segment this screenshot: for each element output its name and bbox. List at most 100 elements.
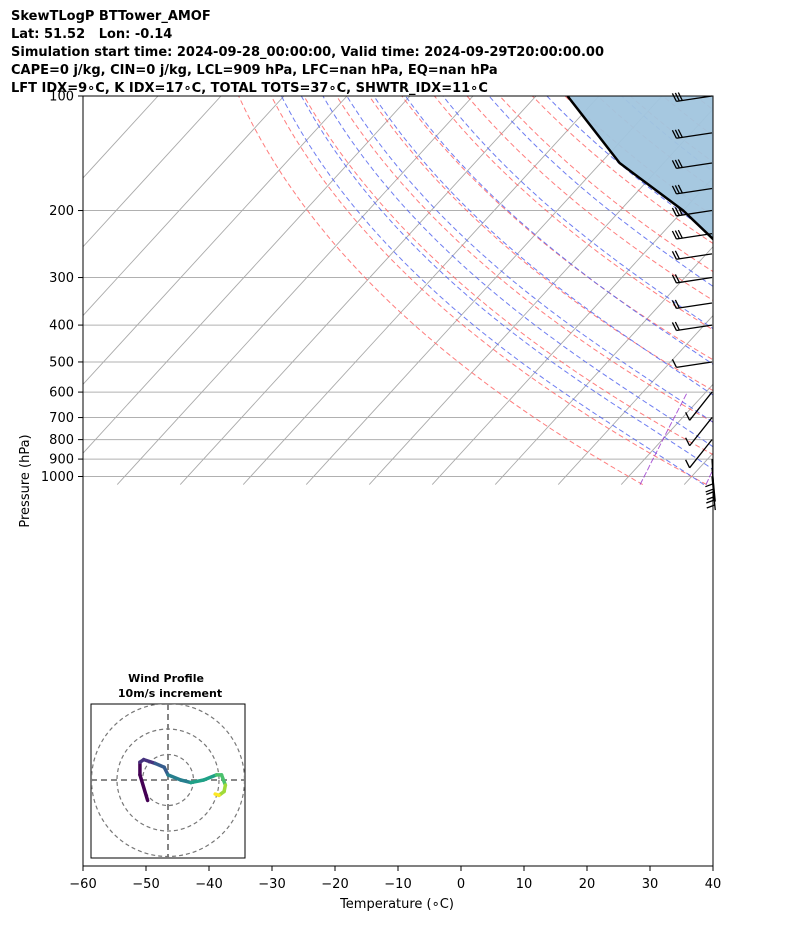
barb-feather: [677, 184, 683, 194]
dry-adiabat-0: [336, 96, 713, 423]
barb-feather: [674, 250, 680, 260]
y-tick-label: 1000: [41, 470, 74, 485]
isotherm--60: [431, 177, 713, 485]
hodograph-segment: [142, 757, 157, 766]
barb-feather: [674, 299, 680, 309]
barb-feather: [671, 185, 677, 195]
barb-feather: [674, 159, 680, 169]
isotherm--120: [83, 96, 411, 454]
x-tick-label: −50: [132, 877, 159, 892]
hodograph-segment: [179, 778, 193, 785]
hodograph-inset: Wind Profile 10m/s increment: [90, 672, 246, 859]
barb-staff: [676, 302, 713, 310]
barb-feather: [671, 250, 677, 260]
isotherm--110: [116, 96, 474, 485]
title-line-5: LFT IDX=9∘C, K IDX=17∘C, TOTAL TOTS=37∘C…: [11, 81, 488, 96]
hodograph-segment: [219, 773, 228, 787]
x-tick-label: 20: [579, 877, 596, 892]
barb-feather: [674, 230, 680, 239]
background-grid: [83, 96, 794, 486]
title-line-2: Lat: 51.52 Lon: -0.14: [11, 27, 173, 42]
hodograph-title: Wind Profile: [128, 672, 204, 685]
title-line-1: SkewTLogP BTTower_AMOF: [11, 9, 211, 24]
barb-feather: [674, 207, 680, 216]
x-tick-label: −20: [321, 877, 348, 892]
hodograph-subtitle: 10m/s increment: [118, 687, 222, 700]
barb-staff: [689, 391, 713, 421]
x-tick-label: 30: [642, 877, 659, 892]
barb-flag: [705, 488, 714, 493]
barb-260: [671, 250, 713, 260]
title-line-3: Simulation start time: 2024-09-28_00:00:…: [11, 45, 604, 60]
isotherm--140: [83, 96, 285, 317]
barb-staff: [676, 361, 713, 368]
moist-adiabat--15: [300, 96, 713, 471]
hodograph-plot: [91, 704, 245, 858]
moist-adiabat-5: [404, 96, 713, 365]
title-line-4: CAPE=0 j/kg, CIN=0 j/kg, LCL=909 hPa, LF…: [11, 63, 498, 78]
mixing-ratio-0.4: [639, 391, 688, 485]
barb-400: [671, 321, 713, 332]
moist-adiabat-0: [373, 96, 713, 396]
barb-feather: [674, 185, 680, 194]
moist-adiabat--20: [280, 96, 705, 486]
y-axis-label: Pressure (hPa): [18, 434, 33, 527]
isotherm--160: [83, 96, 159, 179]
moist-adiabat--10: [322, 96, 713, 448]
dry-adiabat-20: [401, 96, 713, 361]
dry-adiabat-120: [728, 96, 794, 485]
moist-adiabat-30: [720, 96, 794, 485]
moist-adiabat--5: [346, 96, 713, 423]
barb-feather: [671, 230, 677, 240]
isotherm--80: [305, 96, 663, 485]
barb-600: [685, 391, 713, 421]
x-tick-label: 40: [705, 877, 722, 892]
isotherm--30: [620, 383, 713, 485]
x-axis-label: Temperature (∘C): [339, 897, 454, 912]
barb-feather: [677, 229, 683, 239]
y-tick-label: 200: [49, 204, 74, 219]
x-tick-label: 10: [516, 877, 533, 892]
barb-feather: [677, 129, 683, 138]
chart-title-block: SkewTLogP BTTower_AMOF Lat: 51.52 Lon: -…: [11, 8, 604, 98]
isotherm--10: [747, 96, 794, 485]
y-tick-label: 600: [49, 386, 74, 401]
barb-200: [671, 206, 713, 217]
y-tick-label: 900: [49, 453, 74, 468]
barb-feather: [671, 129, 677, 139]
x-tick-label: −60: [69, 877, 96, 892]
barb-feather: [671, 160, 677, 169]
barb-staff: [676, 276, 713, 284]
barb-feather: [671, 359, 677, 368]
barb-350: [671, 299, 713, 310]
x-tick-label: 0: [457, 877, 465, 892]
barb-staff: [689, 439, 713, 469]
hodograph-segment: [189, 778, 206, 785]
barb-feather: [685, 411, 691, 421]
barb-feather: [671, 300, 677, 309]
y-tick-label: 700: [49, 411, 74, 426]
barb-feather: [685, 459, 691, 469]
barb-staff: [689, 417, 713, 447]
y-tick-label: 500: [49, 355, 74, 370]
barb-feather: [671, 274, 677, 284]
dry-adiabat-40: [466, 96, 713, 301]
barb-300: [671, 274, 713, 284]
dry-adiabat--20: [270, 96, 707, 486]
barb-staff: [676, 253, 713, 260]
barb-feather: [677, 159, 683, 168]
mixing-ratio-1: [705, 468, 713, 485]
dry-adiabat-130: [761, 96, 794, 485]
y-tick-label: 300: [49, 271, 74, 286]
barb-700: [685, 417, 713, 447]
barb-125: [671, 129, 713, 139]
barb-flag: [706, 504, 716, 509]
barb-feather: [674, 274, 680, 283]
barb-feather: [671, 93, 677, 102]
barb-feather: [674, 92, 680, 102]
wind-barbs: [671, 92, 716, 511]
barb-feather: [674, 321, 680, 331]
axes: −60 −50 −40 −30 −20 −10 0 10 20 30 40 100 200 300 400 5…: [18, 90, 721, 913]
isotherm--50: [494, 246, 713, 485]
hodograph-segment: [201, 773, 219, 782]
